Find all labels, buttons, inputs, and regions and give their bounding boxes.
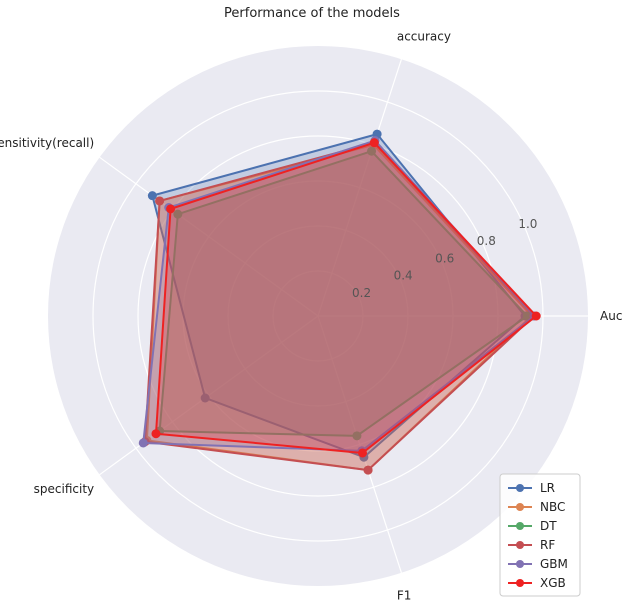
series-XGB (151, 138, 541, 458)
axis-label-3: specificity (34, 482, 94, 496)
point-DT-4 (352, 431, 362, 441)
spoke-4 (317, 315, 403, 573)
spoke-2 (99, 156, 319, 317)
tick-label-1: 0.4 (394, 269, 413, 283)
legend-marker-DT (516, 522, 524, 530)
axis-label-0: Auc (600, 309, 622, 323)
series-area-XGB (154, 141, 538, 454)
legend-marker-NBC (516, 503, 524, 511)
point-DT-2 (173, 209, 183, 219)
legend-label-GBM: GBM (540, 557, 568, 571)
series-area-GBM (142, 139, 535, 452)
legend-marker-LR (516, 484, 524, 492)
tick-label-0: 0.2 (352, 286, 371, 300)
legend-label-LR: LR (540, 481, 555, 495)
series-area-DT (158, 150, 529, 437)
axis-labels: Auc accuracy sensitivity(recall) specificit… (0, 29, 622, 602)
axis-label-2: sensitivity(recall) (0, 136, 94, 150)
radial-ticks: 0.2 0.4 0.6 0.8 1.0 (352, 217, 537, 300)
chart-title: Performance of the models (224, 6, 400, 21)
tick-label-2: 0.6 (435, 251, 454, 265)
point-LR-2 (147, 191, 157, 201)
tick-label-4: 1.0 (518, 217, 537, 231)
legend-marker-RF (516, 541, 524, 549)
point-GBM-3 (138, 438, 148, 448)
tick-label-3: 0.8 (477, 234, 496, 248)
series-DT (155, 146, 532, 441)
point-XGB-2 (166, 204, 176, 214)
legend-label-NBC: NBC (540, 500, 565, 514)
point-XGB-4 (357, 448, 367, 458)
point-LR-3 (200, 393, 210, 403)
point-XGB-0 (531, 311, 541, 321)
point-RF-2 (155, 196, 165, 206)
point-DT-0 (522, 311, 532, 321)
legend: LR NBC DT RF GBM XGB (499, 473, 581, 597)
axis-label-4: F1 (397, 589, 412, 603)
legend-label-RF: RF (540, 538, 555, 552)
spoke-1 (317, 59, 403, 317)
legend-marker-GBM (516, 560, 524, 568)
point-XGB-3 (151, 429, 161, 439)
series-layer (138, 129, 541, 475)
legend-marker-XGB (516, 579, 524, 587)
point-RF-4 (363, 465, 373, 475)
point-DT-1 (367, 146, 377, 156)
legend-label-DT: DT (540, 519, 557, 533)
legend-label-XGB: XGB (540, 576, 566, 590)
point-XGB-1 (369, 138, 379, 148)
axis-label-1: accuracy (397, 29, 451, 43)
